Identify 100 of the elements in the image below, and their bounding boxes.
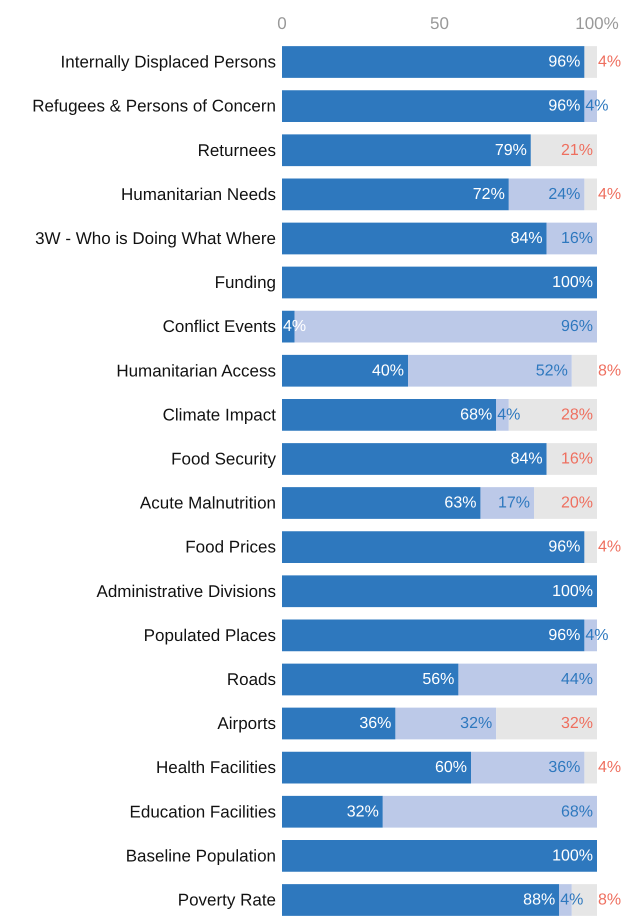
bar: [282, 46, 584, 78]
data-label: 96%: [548, 626, 580, 644]
bar: [282, 398, 496, 431]
bar: [282, 708, 396, 740]
data-label: 28%: [560, 406, 593, 424]
bar: [408, 354, 572, 387]
y-tick-label: Airports: [217, 714, 276, 734]
bar: [584, 46, 597, 78]
bar: [282, 487, 480, 519]
bar: [395, 708, 496, 740]
y-tick-label: Education Facilities: [130, 802, 276, 822]
data-label: 24%: [548, 186, 580, 203]
data-label: 100%: [552, 847, 593, 864]
bar: [282, 178, 509, 210]
bar: [282, 619, 584, 652]
bar: [508, 178, 584, 210]
bar: [282, 90, 584, 122]
y-tick-label: Humanitarian Needs: [121, 184, 276, 204]
bar: [471, 752, 584, 784]
x-tick-label: 50: [430, 14, 449, 33]
data-label: 17%: [498, 494, 530, 512]
y-tick-label: Administrative Divisions: [96, 582, 276, 601]
data-label: 32%: [346, 803, 379, 820]
bar: [282, 134, 531, 166]
y-tick-label: Poverty Rate: [178, 890, 276, 910]
bar: [480, 487, 534, 519]
data-label: 96%: [548, 54, 580, 71]
bar: [584, 531, 597, 564]
y-tick-label: 3W - Who is Doing What Where: [35, 228, 276, 248]
data-label: 36%: [359, 715, 392, 732]
bar: [530, 134, 597, 166]
data-label: 4%: [598, 186, 622, 203]
data-label: 21%: [560, 142, 593, 159]
data-label: 63%: [444, 494, 476, 512]
data-label: 79%: [494, 142, 527, 159]
data-label: 100%: [552, 582, 593, 600]
data-label: 84%: [510, 450, 543, 468]
data-label: 4%: [598, 538, 622, 556]
data-label: 4%: [560, 891, 584, 908]
bar: [282, 884, 560, 916]
bar: [282, 354, 408, 387]
data-label: 88%: [523, 891, 556, 908]
data-label: 16%: [560, 230, 593, 247]
data-label: 72%: [472, 186, 505, 203]
bar: [282, 266, 597, 298]
data-label: 44%: [560, 670, 593, 688]
y-tick-label: Internally Displaced Persons: [60, 52, 276, 72]
data-label: 32%: [560, 715, 593, 732]
bar: [282, 575, 597, 608]
x-tick-label: 0: [277, 14, 287, 33]
y-tick-label: Food Security: [171, 449, 276, 468]
data-label: 16%: [560, 450, 593, 468]
y-tick-label: Refugees & Persons of Concern: [32, 96, 276, 116]
y-tick-label: Climate Impact: [162, 405, 276, 424]
data-label: 84%: [510, 230, 543, 247]
data-label: 96%: [548, 538, 580, 556]
x-tick-label: 100%: [575, 14, 619, 33]
data-label: 96%: [560, 318, 593, 336]
bar: [282, 664, 458, 696]
bar: [382, 796, 597, 828]
bar: [546, 222, 597, 254]
data-label: 60%: [434, 759, 467, 776]
y-tick-label: Baseline Population: [126, 846, 276, 866]
data-label: 96%: [548, 98, 580, 115]
data-label: 4%: [598, 54, 622, 71]
bar: [496, 708, 597, 740]
bar: [584, 178, 597, 210]
y-tick-label: Populated Places: [144, 626, 276, 645]
data-label: 20%: [560, 494, 593, 512]
data-label: 4%: [497, 406, 520, 424]
data-label: 56%: [422, 670, 454, 688]
data-label: 52%: [536, 362, 568, 380]
bar: [282, 752, 471, 784]
y-tick-label: Returnees: [198, 140, 276, 160]
bar: [282, 796, 383, 828]
data-label: 36%: [548, 759, 580, 776]
y-tick-label: Health Facilities: [156, 758, 276, 778]
bar: [282, 443, 547, 475]
bar: [534, 487, 597, 519]
y-tick-label: Humanitarian Access: [116, 361, 276, 380]
bar: [584, 752, 597, 784]
bar: [546, 443, 597, 475]
data-label: 8%: [598, 362, 622, 380]
bar: [282, 531, 584, 564]
y-tick-label: Funding: [214, 273, 276, 292]
y-tick-label: Acute Malnutrition: [140, 494, 276, 513]
bar: [572, 354, 597, 387]
y-tick-label: Food Prices: [185, 538, 276, 557]
data-label: 40%: [372, 362, 404, 380]
bar: [282, 222, 547, 254]
y-tick-label: Conflict Events: [162, 317, 276, 336]
data-label: 100%: [552, 274, 593, 292]
data-label: 4%: [598, 759, 622, 776]
data-label: 4%: [585, 98, 609, 115]
data-label: 4%: [585, 626, 609, 644]
data-label: 8%: [598, 891, 622, 908]
bar: [282, 840, 597, 872]
data-label: 32%: [460, 715, 492, 732]
data-label: 68%: [460, 406, 492, 424]
y-tick-label: Roads: [226, 670, 276, 689]
